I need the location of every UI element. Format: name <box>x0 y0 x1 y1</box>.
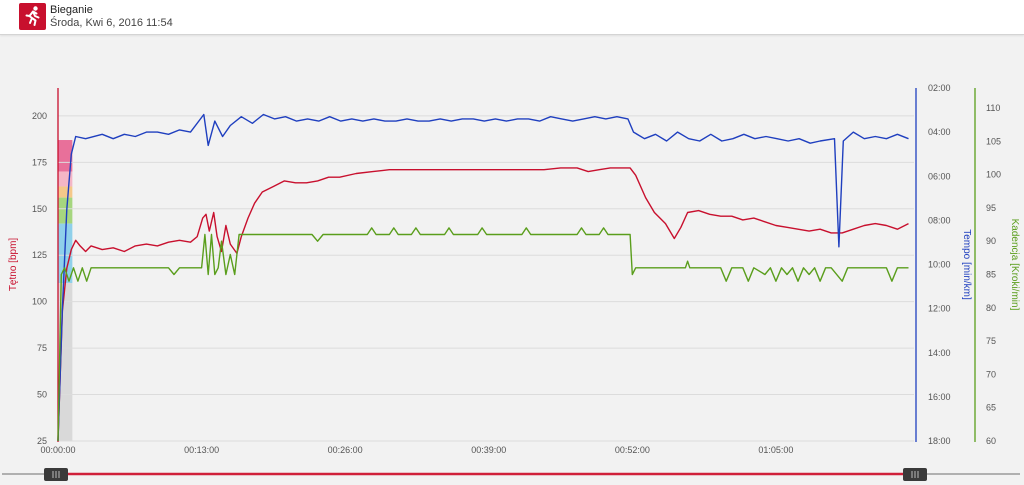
pace-tick-label: 10:00 <box>928 260 951 270</box>
hr-tick-label: 200 <box>32 111 47 121</box>
pace-tick-label: 02:00 <box>928 83 951 93</box>
hr-tick-label: 175 <box>32 157 47 167</box>
scrubber-handle-start[interactable] <box>44 468 68 481</box>
plot-background <box>58 88 914 441</box>
activity-header: Bieganie Środa, Kwi 6, 2016 11:54 <box>0 0 1024 35</box>
running-person-glyph <box>25 6 40 26</box>
chart-grid <box>58 115 914 442</box>
cadence-tick-label: 85 <box>986 269 996 279</box>
cadence-tick-label: 60 <box>986 436 996 446</box>
cadence-tick-label: 105 <box>986 136 1001 146</box>
x-tick-label: 00:39:00 <box>471 445 506 455</box>
pace-axis-title: Tempo [min/km] <box>961 229 972 300</box>
activity-title: Bieganie <box>50 4 93 16</box>
pace-tick-label: 14:00 <box>928 348 951 358</box>
pace-tick-label: 04:00 <box>928 127 951 137</box>
pace-line <box>57 113 909 442</box>
cadence-line <box>57 227 909 442</box>
hr-tick-label: 75 <box>37 343 47 353</box>
x-tick-label: 00:00:00 <box>40 445 75 455</box>
chart-series <box>57 113 909 442</box>
hr-tick-label: 150 <box>32 204 47 214</box>
pace-tick-label: 12:00 <box>928 304 951 314</box>
hr-tick-label: 125 <box>32 250 47 260</box>
pace-tick-label: 06:00 <box>928 171 951 181</box>
x-tick-label: 00:52:00 <box>615 445 650 455</box>
x-tick-label: 01:05:00 <box>758 445 793 455</box>
pace-tick-label: 08:00 <box>928 215 951 225</box>
cadence-tick-label: 100 <box>986 170 1001 180</box>
cadence-tick-label: 65 <box>986 403 996 413</box>
grip-lines-icon <box>911 471 919 478</box>
heart-rate-zones <box>58 88 914 441</box>
cadence-tick-label: 110 <box>986 103 1000 113</box>
chart-axis-labels: Tętno [bpm] Tempo [min/km] Kadencja [Kroki… <box>8 219 1020 311</box>
grip-lines-icon <box>52 471 60 478</box>
hr-axis-title: Tętno [bpm] <box>8 238 19 292</box>
hr-tick-label: 25 <box>37 436 47 446</box>
chart-axes: 25 50 75 100 125 150 175 200 02:00 04:00 06:00 08:0… <box>32 83 1001 455</box>
pace-tick-label: 18:00 <box>928 436 951 446</box>
hr-tick-label: 100 <box>32 297 47 307</box>
running-person-icon <box>19 3 46 30</box>
cadence-axis-title: Kadencja [Kroki/min] <box>1009 219 1020 311</box>
cadence-tick-label: 95 <box>986 203 996 213</box>
cadence-tick-label: 90 <box>986 236 996 246</box>
hr-zone-1 <box>58 140 73 172</box>
hr-zone-3 <box>58 186 73 198</box>
cadence-tick-label: 70 <box>986 369 996 379</box>
hr-tick-label: 50 <box>37 390 47 400</box>
x-tick-label: 00:26:00 <box>328 445 363 455</box>
x-tick-label: 00:13:00 <box>184 445 219 455</box>
time-range-scrubber <box>2 468 1020 481</box>
pace-tick-label: 16:00 <box>928 392 951 402</box>
hr-zone-4 <box>58 197 73 224</box>
heart-rate-line <box>57 167 909 442</box>
cadence-tick-label: 75 <box>986 336 996 346</box>
activity-datetime: Środa, Kwi 6, 2016 11:54 <box>50 17 173 29</box>
cadence-tick-label: 80 <box>986 303 996 313</box>
scrubber-handle-end[interactable] <box>903 468 927 481</box>
